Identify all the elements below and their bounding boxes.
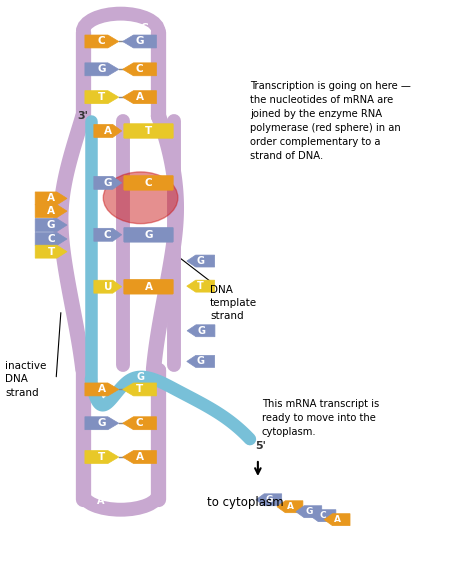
Polygon shape [94, 176, 122, 189]
Polygon shape [35, 245, 67, 258]
Text: G: G [197, 326, 205, 336]
Polygon shape [256, 494, 282, 506]
Text: G: G [98, 418, 106, 428]
Polygon shape [94, 124, 122, 137]
Polygon shape [310, 510, 336, 522]
Text: 3': 3' [77, 111, 88, 121]
Text: C: C [98, 36, 106, 47]
Polygon shape [35, 218, 67, 231]
Text: A: A [47, 206, 55, 216]
FancyBboxPatch shape [124, 175, 173, 190]
Polygon shape [85, 35, 118, 48]
Text: C: C [319, 511, 326, 520]
Polygon shape [187, 280, 215, 292]
Text: C: C [136, 418, 144, 428]
Polygon shape [85, 91, 118, 103]
Polygon shape [94, 280, 122, 293]
Polygon shape [324, 514, 350, 526]
Text: G: G [197, 256, 205, 266]
Text: U: U [103, 281, 112, 291]
Text: G: G [144, 230, 153, 240]
Text: T: T [98, 92, 105, 102]
Text: A: A [334, 515, 341, 524]
Polygon shape [85, 451, 118, 464]
Polygon shape [187, 255, 215, 267]
Text: G: G [197, 356, 205, 366]
Text: C: C [136, 64, 144, 74]
Polygon shape [187, 356, 215, 367]
Text: C: C [47, 234, 55, 244]
Text: T: T [47, 246, 55, 256]
Polygon shape [277, 500, 303, 513]
Text: T: T [136, 384, 143, 394]
Polygon shape [85, 383, 118, 396]
Polygon shape [123, 417, 156, 430]
Polygon shape [123, 35, 156, 48]
Text: T: T [197, 281, 204, 291]
Text: This mRNA transcript is
ready to move into the
cytoplasm.: This mRNA transcript is ready to move in… [262, 399, 379, 437]
Text: T: T [98, 452, 105, 462]
Text: A: A [104, 126, 112, 136]
Polygon shape [85, 417, 118, 430]
Text: A: A [136, 92, 144, 102]
Text: G: G [135, 36, 144, 47]
Polygon shape [35, 232, 67, 245]
Text: to cytoplasm: to cytoplasm [207, 496, 283, 509]
Text: A: A [286, 502, 293, 511]
FancyBboxPatch shape [124, 227, 173, 242]
Polygon shape [123, 451, 156, 464]
Text: G: G [141, 23, 148, 33]
Polygon shape [123, 91, 156, 103]
Text: This mRNA transcript: This mRNA transcript [250, 491, 265, 492]
Text: C: C [104, 230, 111, 240]
Text: G: G [137, 373, 145, 383]
Text: A: A [145, 281, 153, 291]
FancyBboxPatch shape [124, 279, 173, 294]
Polygon shape [123, 383, 156, 396]
Polygon shape [35, 204, 67, 218]
Polygon shape [35, 192, 67, 205]
Text: Transcription is going on here —
the nucleotides of mRNA are
joined by the enzym: Transcription is going on here — the nuc… [250, 81, 411, 161]
Text: T: T [145, 126, 152, 136]
FancyBboxPatch shape [124, 123, 173, 138]
Polygon shape [296, 506, 322, 517]
Text: G: G [265, 495, 273, 504]
Text: A: A [47, 193, 55, 203]
Text: G: G [103, 178, 112, 188]
Ellipse shape [103, 172, 178, 224]
Text: DNA
template
strand: DNA template strand [210, 285, 257, 321]
Text: G: G [47, 220, 55, 230]
Text: A: A [98, 384, 106, 394]
Text: A: A [136, 452, 144, 462]
Polygon shape [85, 63, 118, 76]
Polygon shape [94, 228, 122, 241]
Text: G: G [305, 507, 312, 516]
Polygon shape [187, 325, 215, 337]
Text: C: C [145, 178, 152, 188]
Text: A: A [97, 496, 105, 506]
Text: 5': 5' [255, 441, 266, 451]
Text: G: G [98, 64, 106, 74]
Polygon shape [123, 63, 156, 76]
Text: inactive
DNA
strand: inactive DNA strand [5, 361, 47, 398]
